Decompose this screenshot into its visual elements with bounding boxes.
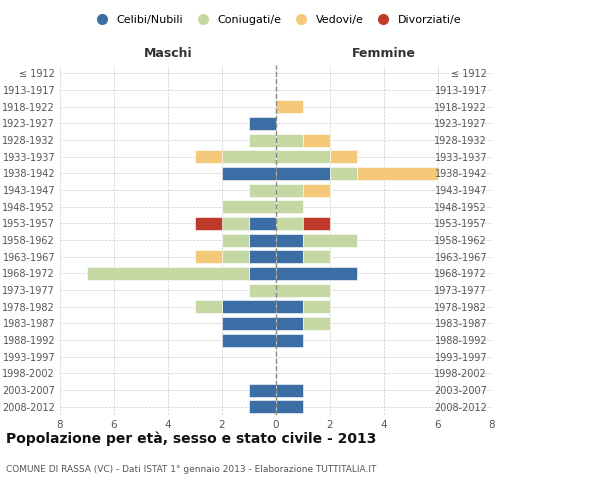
Bar [303,184,330,196]
Bar [276,400,303,413]
Text: COMUNE DI RASSA (VC) - Dati ISTAT 1° gennaio 2013 - Elaborazione TUTTITALIA.IT: COMUNE DI RASSA (VC) - Dati ISTAT 1° gen… [6,466,376,474]
Text: Anni di nascita: Anni di nascita [597,202,600,278]
Bar [330,167,357,180]
Bar [195,150,222,163]
Bar [249,217,276,230]
Bar [249,117,276,130]
Bar [222,334,276,346]
Text: Femmine: Femmine [352,47,416,60]
Bar [222,167,276,180]
Bar [249,267,276,280]
Bar [222,217,249,230]
Bar [195,250,222,263]
Bar [276,384,303,396]
Bar [222,150,276,163]
Text: Maschi: Maschi [143,47,193,60]
Bar [276,217,303,230]
Bar [222,317,276,330]
Bar [222,300,276,313]
Bar [249,250,276,263]
Bar [222,200,276,213]
Bar [276,184,303,196]
Bar [276,234,303,246]
Bar [303,317,330,330]
Bar [195,217,222,230]
Bar [195,300,222,313]
Bar [222,250,249,263]
Bar [303,217,330,230]
Bar [249,134,276,146]
Bar [303,134,330,146]
Bar [276,334,303,346]
Bar [249,184,276,196]
Legend: Celibi/Nubili, Coniugati/e, Vedovi/e, Divorziati/e: Celibi/Nubili, Coniugati/e, Vedovi/e, Di… [86,10,466,29]
Bar [330,150,357,163]
Bar [276,100,303,113]
Bar [276,167,330,180]
Bar [249,384,276,396]
Bar [249,400,276,413]
Bar [222,234,249,246]
Bar [276,317,303,330]
Bar [276,134,303,146]
Bar [249,284,276,296]
Bar [276,284,330,296]
Bar [276,267,357,280]
Bar [303,234,357,246]
Bar [276,250,303,263]
Bar [276,300,303,313]
Bar [303,250,330,263]
Bar [276,200,303,213]
Bar [357,167,438,180]
Bar [249,234,276,246]
Bar [303,300,330,313]
Text: Popolazione per età, sesso e stato civile - 2013: Popolazione per età, sesso e stato civil… [6,431,376,446]
Bar [87,267,249,280]
Bar [276,150,330,163]
